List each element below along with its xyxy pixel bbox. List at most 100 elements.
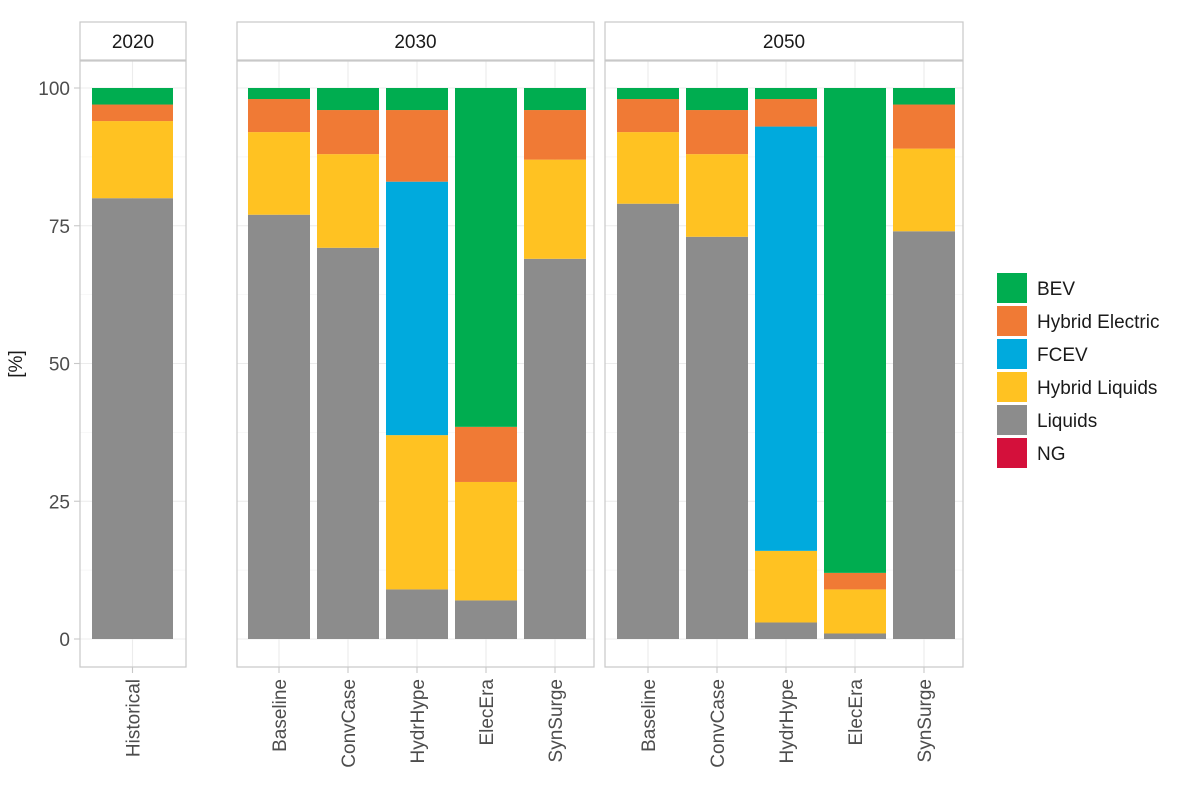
legend-item-liquids: Liquids [997,405,1097,435]
x-tick-label: SynSurge [546,679,567,762]
bar-baseline [617,88,679,639]
bar-segment-hybrid-liquids [755,550,817,623]
facet-label: 2030 [394,32,436,53]
facet-label: 2050 [763,32,805,53]
facet-strip [236,21,595,61]
bar-segment-hybrid-liquids [524,159,586,259]
bar-elecera [824,88,886,639]
legend-swatch [997,339,1027,369]
bar-segment-hybrid-liquids [317,154,379,248]
bar-segment-liquids [824,633,886,639]
bar-historical [92,88,173,639]
x-tick-label: HydrHype [777,679,798,763]
y-axis: 0 25 50 75 100 [%] [6,79,80,651]
legend-swatch [997,306,1027,336]
bar-segment-hybrid-liquids [92,121,173,199]
bar-convcase [686,88,748,639]
panel-2030: 2030 Baseline ConvCase HydrHype ElecEra SynSu… [236,21,595,768]
bar-segment-hybrid-electric [893,104,955,149]
bar-segment-bev [386,88,448,111]
facet-strip [79,21,187,61]
bar-segment-hybrid-electric [386,110,448,182]
bar-convcase [317,88,379,640]
bar-segment-liquids [893,231,955,639]
y-tick-label: 75 [49,217,70,238]
bar-segment-hybrid-liquids [617,132,679,204]
bar-segment-bev [524,88,586,111]
x-tick-label: SynSurge [915,679,936,762]
bar-segment-hybrid-electric [248,99,310,133]
bar-segment-hybrid-electric [524,110,586,160]
bar-synsurge [893,88,955,639]
legend-label: Liquids [1037,411,1097,432]
bar-segment-hybrid-liquids [686,154,748,237]
bar-segment-bev [686,88,748,111]
bar-segment-liquids [386,589,448,639]
y-tick-label: 0 [59,630,70,651]
y-tick-label: 25 [49,492,70,513]
legend-label: BEV [1037,279,1075,300]
bar-baseline [248,88,310,640]
panel-frame [604,60,964,668]
x-tick-label: Baseline [270,679,291,752]
bar-segment-bev [317,88,379,111]
bar-segment-hybrid-electric [92,104,173,122]
panel-2050: 2050 Baseline ConvCase HydrHype ElecEra SynSu… [604,21,964,768]
bar-segment-hybrid-liquids [248,132,310,215]
y-tick-label: 100 [38,79,70,100]
legend-label: FCEV [1037,345,1088,366]
bar-segment-bev [455,88,517,427]
bar-hydrhype [386,88,448,639]
bar-segment-bev [893,88,955,105]
x-tick-label: ElecEra [477,679,498,746]
bar-segment-hybrid-electric [455,426,517,482]
bar-segment-bev [755,88,817,100]
bar-segment-bev [617,88,679,100]
bar-synsurge [524,88,586,639]
bar-hydrhype [755,88,817,639]
bar-elecera [455,88,517,639]
bar-segment-liquids [317,247,379,640]
panel-2020: 2020 Historical [79,21,187,757]
x-tick-label: ElecEra [846,679,867,746]
bar-segment-liquids [755,622,817,639]
bar-segment-hybrid-electric [755,99,817,127]
legend-label: Hybrid Electric [1037,312,1159,333]
bar-segment-liquids [455,600,517,639]
bar-segment-liquids [686,236,748,639]
legend-item-fcev: FCEV [997,339,1088,369]
bar-segment-bev [248,88,310,100]
bar-segment-hybrid-electric [824,572,886,590]
legend-label: Hybrid Liquids [1037,378,1157,399]
bar-segment-hybrid-electric [617,99,679,133]
y-axis-title: [%] [6,350,27,377]
legend-item-bev: BEV [997,273,1075,303]
bar-segment-hybrid-liquids [386,435,448,590]
facet-strip [604,21,964,61]
bar-segment-liquids [524,258,586,639]
facet-label: 2020 [112,32,154,53]
bar-segment-fcev [755,126,817,551]
bar-segment-bev [824,88,886,573]
x-tick-label: ConvCase [708,679,729,768]
bar-segment-hybrid-electric [686,110,748,155]
bar-segment-hybrid-liquids [824,589,886,634]
bar-segment-hybrid-liquids [455,481,517,601]
x-tick-label: ConvCase [339,679,360,768]
y-tick-label: 50 [49,355,70,376]
legend-swatch [997,405,1027,435]
bar-segment-liquids [248,214,310,640]
legend-swatch [997,438,1027,468]
bar-segment-bev [92,88,173,105]
legend-item-ng: NG [997,438,1066,468]
x-tick-label: Historical [124,679,145,757]
panel-frame [236,60,595,668]
bar-segment-liquids [617,203,679,639]
bar-segment-hybrid-liquids [893,148,955,232]
legend-item-hybrid-electric: Hybrid Electric [997,306,1159,336]
bar-segment-hybrid-electric [317,110,379,155]
legend: BEV Hybrid Electric FCEV Hybrid Liquids Liqu… [997,273,1159,468]
panels-layer: 2020 Historical 2030 Baseline ConvCase HydrHy… [79,21,964,768]
legend-item-hybrid-liquids: Hybrid Liquids [997,372,1157,402]
